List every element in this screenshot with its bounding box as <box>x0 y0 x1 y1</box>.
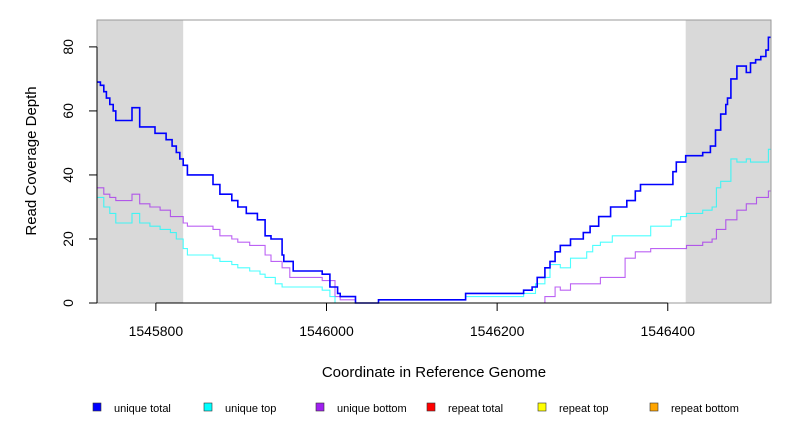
series-lines <box>97 36 771 304</box>
legend-label: repeat top <box>559 403 609 415</box>
series-line-unique-total <box>97 36 771 304</box>
y-tick-label: 60 <box>60 103 76 119</box>
x-tick-label: 1546400 <box>641 323 696 339</box>
series-line-unique-bottom <box>97 187 771 304</box>
legend-swatch-unique-bottom <box>315 402 325 412</box>
x-tick-label: 1546000 <box>299 323 354 339</box>
y-tick-label: 80 <box>60 39 76 55</box>
shaded-region <box>97 20 184 303</box>
y-tick-label: 0 <box>60 299 76 307</box>
shaded-regions <box>97 20 771 303</box>
legend-label: unique top <box>225 403 276 415</box>
legend-swatch-repeat-top <box>537 402 547 412</box>
plot-frame <box>96 19 772 304</box>
y-tick-label: 20 <box>60 231 76 247</box>
x-axis: 1545800 1546000 1546200 1546400 <box>129 302 696 339</box>
legend-label: repeat bottom <box>671 403 739 415</box>
y-axis: 0 20 40 60 80 <box>60 39 98 307</box>
shaded-region <box>685 20 771 303</box>
x-axis-title: Coordinate in Reference Genome <box>322 364 546 381</box>
x-tick-label: 1545800 <box>129 323 184 339</box>
legend: unique total unique top unique bottom repea… <box>92 402 739 415</box>
legend-label: unique total <box>114 403 171 415</box>
legend-swatch-repeat-bottom <box>649 402 659 412</box>
y-axis-title: Read Coverage Depth <box>23 86 40 235</box>
legend-swatch-repeat-total <box>426 402 436 412</box>
legend-label: unique bottom <box>337 403 407 415</box>
legend-label: repeat total <box>448 403 503 415</box>
y-tick-label: 40 <box>60 167 76 183</box>
x-tick-label: 1546200 <box>470 323 525 339</box>
legend-swatch-unique-total <box>92 402 102 412</box>
legend-swatch-unique-top <box>203 402 213 412</box>
